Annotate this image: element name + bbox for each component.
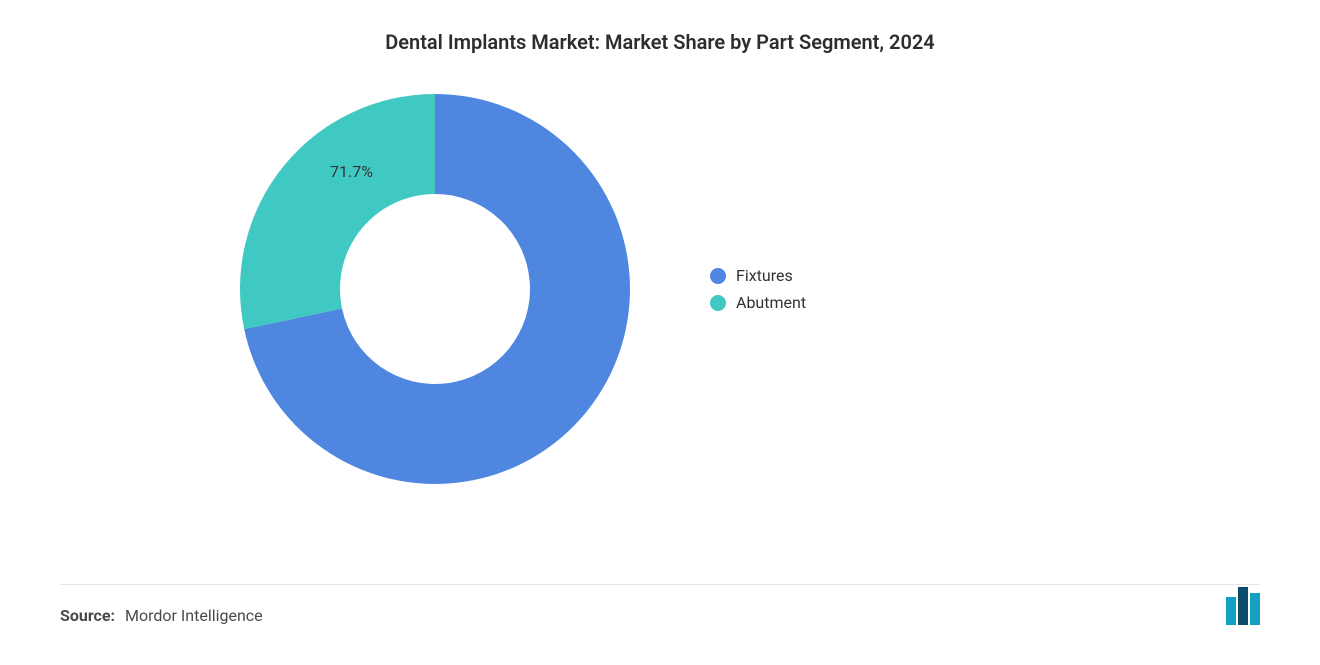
legend: Fixtures Abutment xyxy=(710,266,806,312)
chart-area: 71.7% Fixtures Abutment xyxy=(240,94,1260,484)
legend-label-abutment: Abutment xyxy=(736,293,806,312)
source-label: Source: xyxy=(60,606,115,625)
legend-item-abutment: Abutment xyxy=(710,293,806,312)
legend-swatch-abutment xyxy=(710,295,726,311)
logo-bar xyxy=(1250,593,1260,625)
chart-container: Dental Implants Market: Market Share by … xyxy=(0,0,1320,665)
donut-chart: 71.7% xyxy=(240,94,630,484)
footer-divider xyxy=(60,584,1260,585)
source-value: Mordor Intelligence xyxy=(125,606,263,625)
footer: Source: Mordor Intelligence xyxy=(60,587,1260,625)
legend-swatch-fixtures xyxy=(710,268,726,284)
logo-bar xyxy=(1238,587,1248,625)
slice-label-fixtures: 71.7% xyxy=(330,162,373,181)
chart-title: Dental Implants Market: Market Share by … xyxy=(60,30,1260,54)
source-line: Source: Mordor Intelligence xyxy=(60,606,263,625)
brand-logo xyxy=(1226,587,1260,625)
donut-slice-abutment xyxy=(240,94,435,329)
logo-bar xyxy=(1226,597,1236,625)
legend-label-fixtures: Fixtures xyxy=(736,266,793,285)
legend-item-fixtures: Fixtures xyxy=(710,266,806,285)
donut-svg xyxy=(240,94,630,484)
